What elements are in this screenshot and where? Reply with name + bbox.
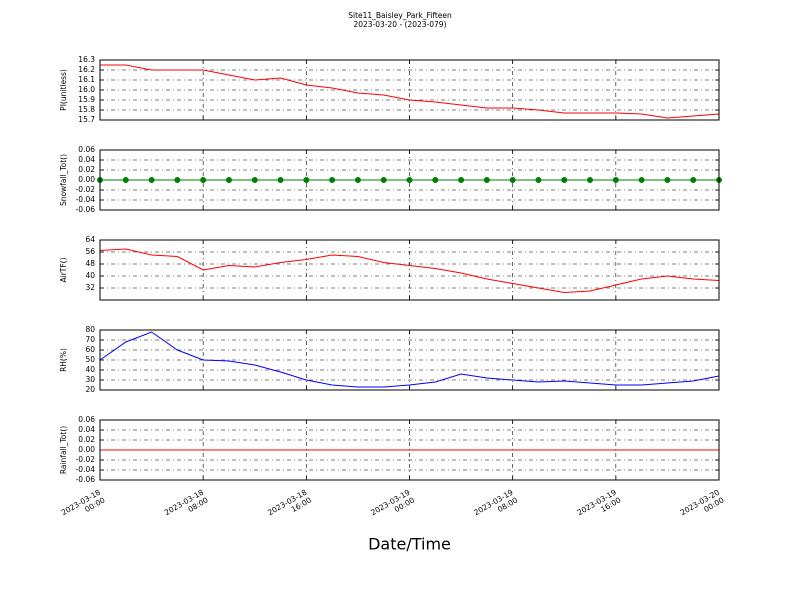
data-marker	[638, 177, 645, 183]
x-tick-label: 2023-03-19 16:00	[576, 488, 623, 525]
data-marker	[277, 177, 284, 183]
y-tick-label: 15.8	[78, 105, 95, 114]
axes-frame	[99, 59, 720, 121]
y-tick-label: -0.04	[76, 465, 96, 474]
y-tick-label: -0.02	[76, 455, 96, 464]
axes-frame	[99, 239, 720, 301]
data-marker	[612, 177, 619, 183]
data-marker	[225, 177, 232, 183]
y-axis-label: RH(%)	[59, 348, 68, 372]
data-marker	[561, 177, 568, 183]
y-tick-label: 70	[85, 335, 95, 344]
y-axis-label: Snowfall_Tot()	[59, 154, 68, 206]
y-tick-label: 80	[85, 325, 95, 334]
y-tick-label: 0.00	[78, 175, 95, 184]
axes-frame	[99, 149, 720, 211]
x-tick-label: 2023-03-18 16:00	[266, 488, 313, 525]
chart-title: Site11_Baisley_Park_Fifteen	[348, 11, 452, 20]
axes-frame	[99, 329, 720, 391]
y-tick-label: 40	[85, 365, 95, 374]
data-marker	[432, 177, 439, 183]
y-tick-label: 16.2	[78, 65, 95, 74]
y-tick-label: 16.0	[78, 85, 95, 94]
y-tick-label: 30	[85, 375, 95, 384]
data-marker	[354, 177, 361, 183]
y-tick-label: 60	[85, 345, 95, 354]
chart-subtitle: 2023-03-20 - (2023-079)	[353, 20, 446, 29]
data-marker	[509, 177, 516, 183]
y-tick-label: 0.00	[78, 445, 95, 454]
data-marker	[483, 177, 490, 183]
y-tick-label: 0.02	[78, 165, 95, 174]
y-tick-label: 50	[85, 355, 95, 364]
y-tick-label: 0.04	[78, 425, 95, 434]
y-tick-label: 16.1	[78, 75, 95, 84]
x-axis-label: Date/Time	[368, 535, 451, 554]
data-line	[99, 248, 720, 294]
y-tick-label: 0.04	[78, 155, 95, 164]
y-tick-label: 0.06	[78, 415, 95, 424]
data-marker	[664, 177, 671, 183]
data-marker	[380, 177, 387, 183]
x-tick-label: 2023-03-18 00:00	[60, 488, 107, 525]
y-tick-label: -0.06	[76, 205, 96, 214]
data-marker	[690, 177, 697, 183]
data-marker	[148, 177, 155, 183]
y-tick-label: 16.3	[78, 55, 95, 64]
data-marker	[251, 177, 258, 183]
y-axis-label: Rainfall_Tot()	[59, 426, 68, 474]
axes-frame	[99, 419, 720, 481]
data-marker	[458, 177, 465, 183]
data-marker	[329, 177, 336, 183]
x-tick-label: 2023-03-19 08:00	[472, 488, 519, 525]
y-tick-label: -0.04	[76, 195, 96, 204]
y-tick-label: 20	[85, 385, 95, 394]
y-tick-label: 40	[85, 271, 95, 280]
y-tick-label: 48	[85, 259, 95, 268]
data-line	[99, 331, 720, 388]
y-tick-label: -0.02	[76, 185, 96, 194]
x-tick-label: 2023-03-19 00:00	[369, 488, 416, 525]
y-axis-label: AirTF()	[59, 257, 68, 282]
data-marker	[122, 177, 129, 183]
data-marker	[535, 177, 542, 183]
data-marker	[200, 177, 207, 183]
data-line	[100, 64, 720, 119]
y-tick-label: 0.06	[78, 145, 95, 154]
y-tick-label: -0.06	[76, 475, 96, 484]
x-tick-label: 2023-03-18 08:00	[163, 488, 210, 525]
y-tick-label: 64	[85, 235, 95, 244]
y-tick-label: 15.7	[78, 115, 95, 124]
y-axis-label: PI(unitless)	[59, 69, 68, 111]
data-marker	[174, 177, 181, 183]
y-tick-label: 32	[85, 283, 95, 292]
x-tick-label: 2023-03-20 00:00	[679, 488, 726, 525]
data-marker	[303, 177, 310, 183]
y-tick-label: 0.02	[78, 435, 95, 444]
y-tick-label: 15.9	[78, 95, 95, 104]
data-marker	[406, 177, 413, 183]
data-marker	[587, 177, 594, 183]
y-tick-label: 56	[85, 247, 95, 256]
